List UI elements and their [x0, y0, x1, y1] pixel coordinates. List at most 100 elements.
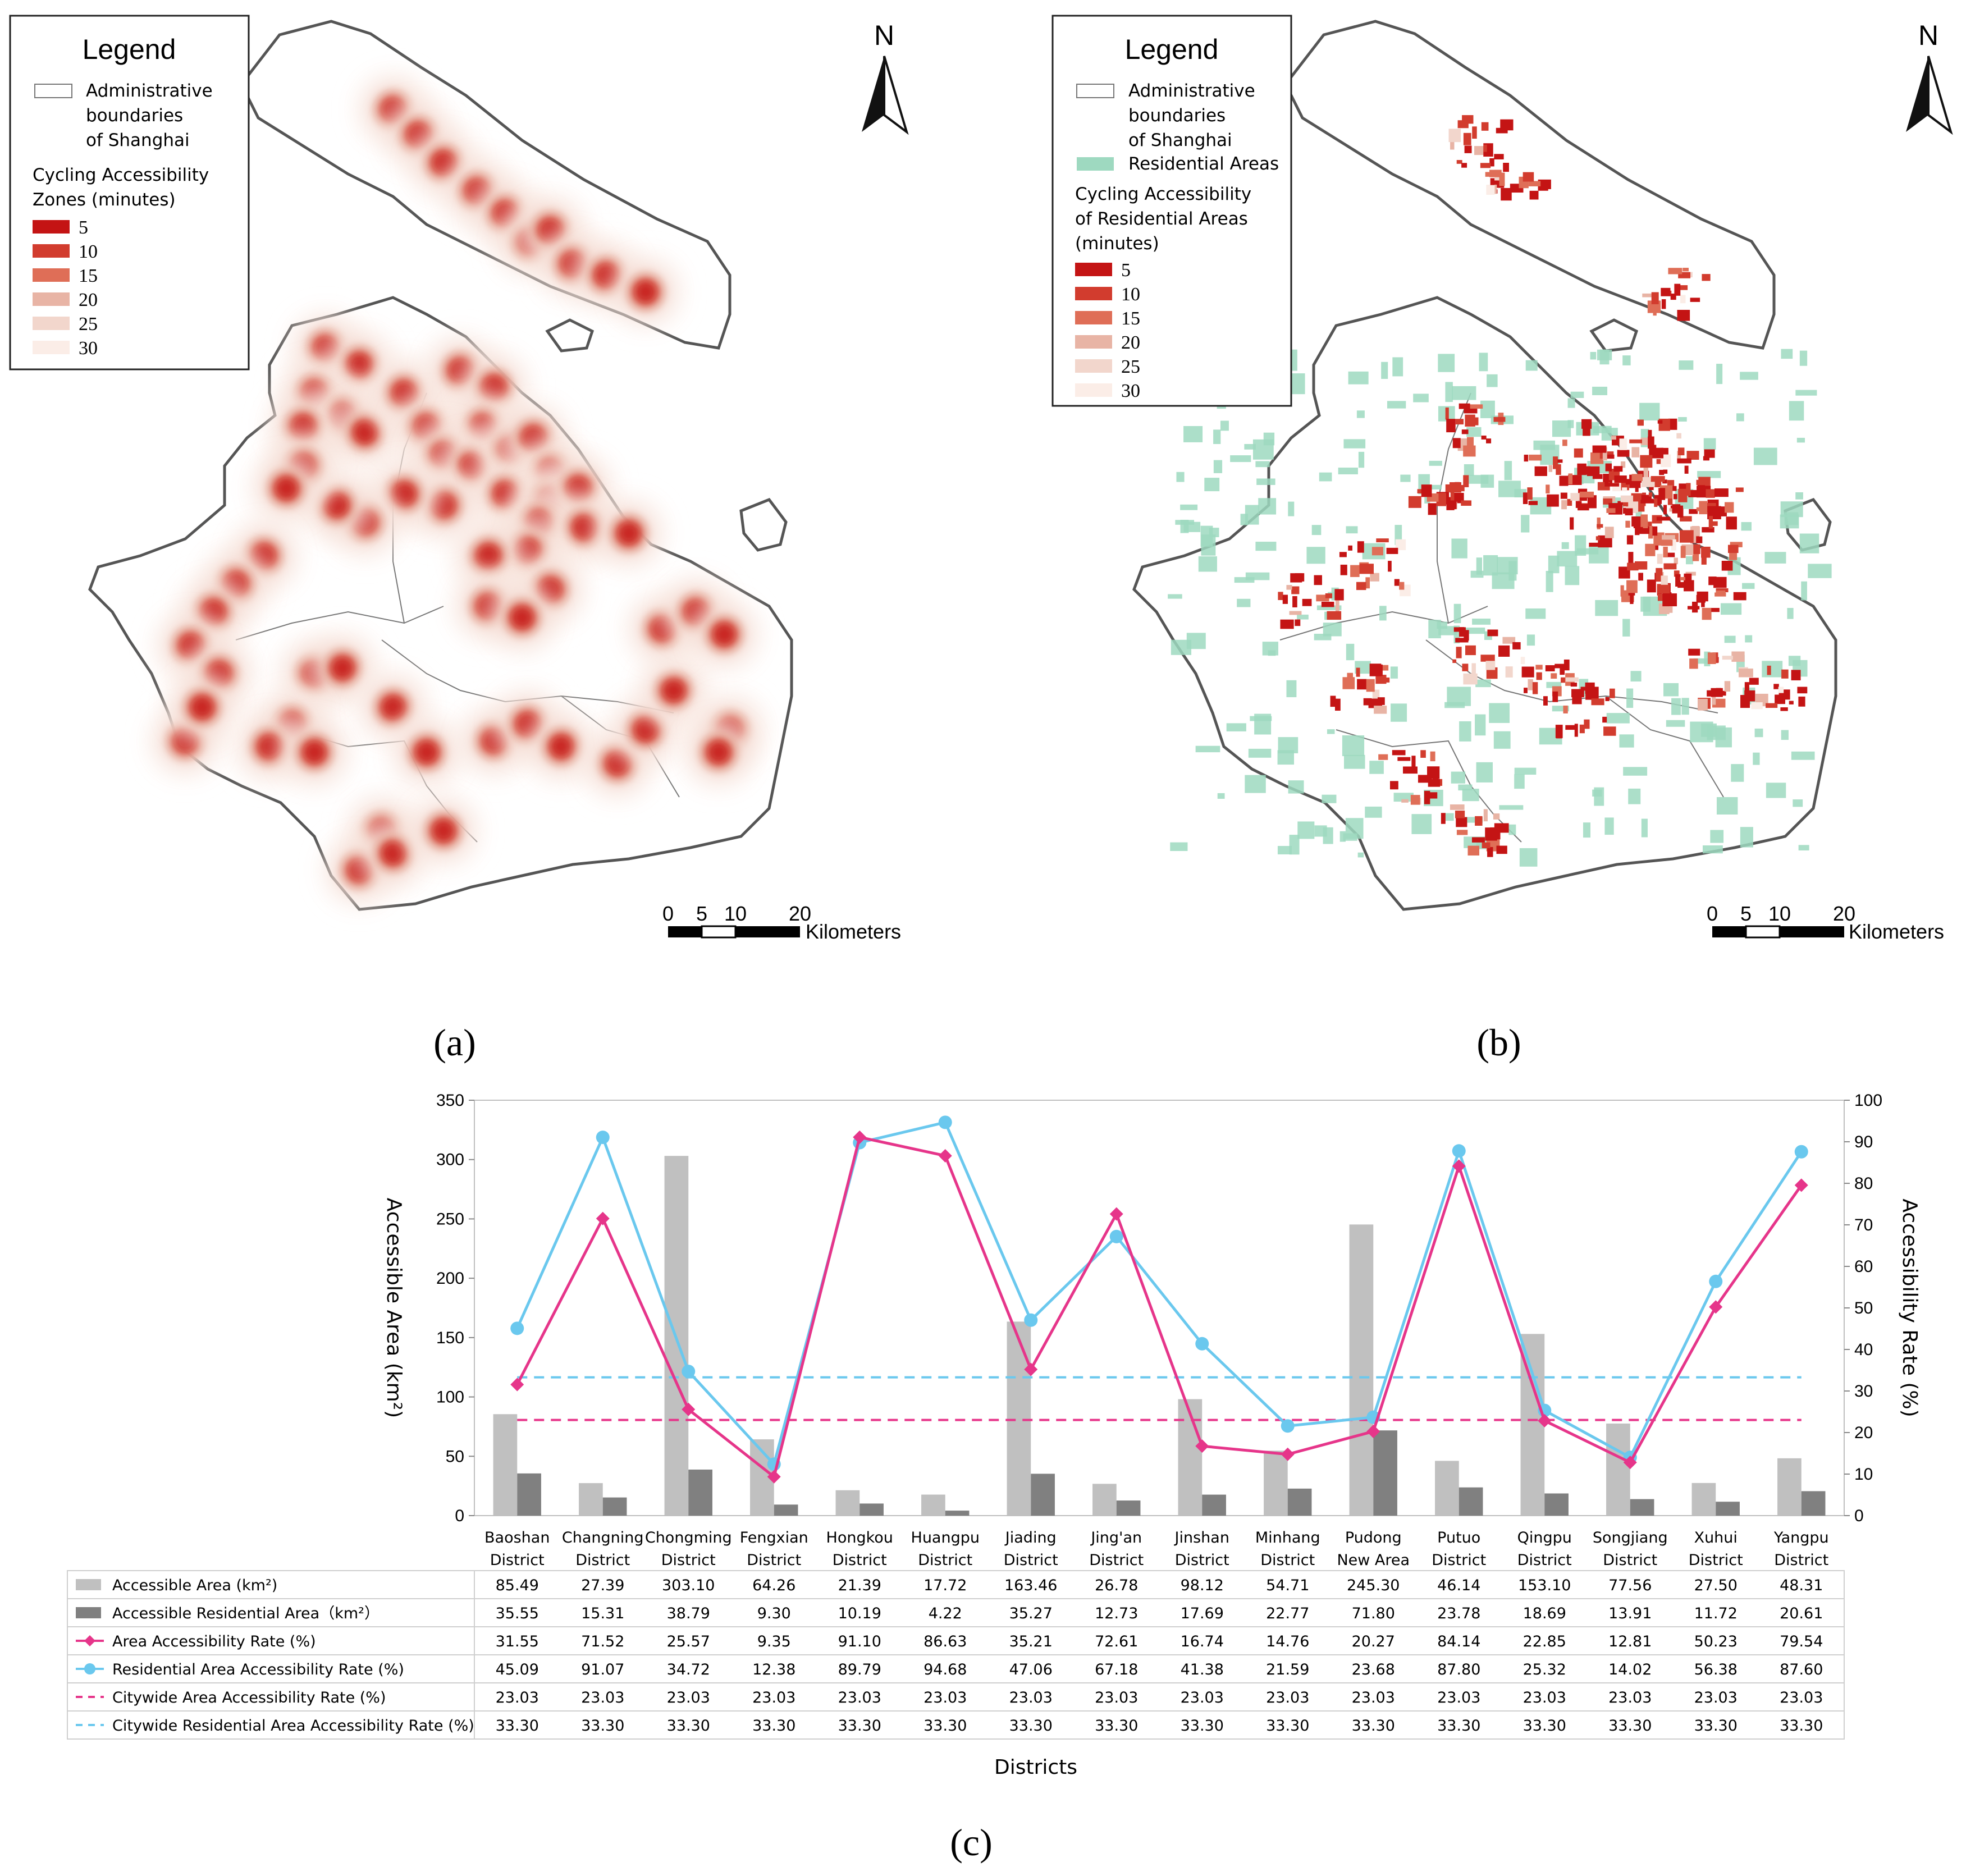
accessible-residential-patch: [1450, 490, 1455, 501]
accessible-residential-patch: [1403, 766, 1418, 774]
accessible-residential-patch: [1571, 689, 1584, 698]
residential-patch: [1168, 594, 1182, 599]
accessible-residential-patch: [1663, 505, 1667, 515]
residential-patch: [1592, 386, 1608, 395]
bar-accessible-residential-area: [1459, 1487, 1483, 1516]
residential-patch: [1444, 702, 1465, 708]
residential-patch: [1342, 735, 1365, 757]
bar-accessible-residential-area: [1287, 1488, 1312, 1516]
bar-accessible-residential-area: [1373, 1430, 1397, 1516]
residential-patch: [1338, 468, 1358, 474]
accessible-residential-patch: [1392, 750, 1406, 756]
right-axis-tick-label: 40: [1854, 1340, 1873, 1359]
area-rate-point: [1709, 1300, 1723, 1314]
residential-patch: [1226, 723, 1246, 731]
accessible-residential-patch: [1611, 436, 1616, 440]
table-cell-value: 23.68: [1352, 1661, 1395, 1678]
legend-class-swatch: [1075, 335, 1112, 349]
scale-b-tick-0: 0: [1707, 902, 1718, 925]
table-cell-value: 12.73: [1095, 1605, 1138, 1622]
residential-patch: [1452, 386, 1476, 400]
category-label-line2: District: [575, 1552, 630, 1569]
residential-patch: [1278, 737, 1299, 753]
bar-accessible-area: [1007, 1321, 1031, 1516]
table-cell-value: 26.78: [1095, 1577, 1138, 1594]
accessibility-zone-blob: [597, 266, 615, 284]
table-cell-value: 33.30: [1009, 1717, 1053, 1735]
accessible-residential-patch: [1545, 665, 1555, 671]
legend-class-swatch: [33, 268, 70, 282]
legend-a-zones-title-line2: Zones (minutes): [33, 190, 176, 210]
legend-a-title: Legend: [83, 34, 176, 65]
north-arrow-a-right: [883, 56, 909, 135]
accessible-residential-patch: [1668, 268, 1682, 274]
legend-b-zones-title-line1: Cycling Accessibility: [1075, 184, 1251, 204]
area-rate-line: [516, 1135, 1803, 1480]
legend-class-swatch: [1075, 383, 1112, 397]
accessible-residential-patch: [1691, 544, 1700, 555]
accessible-residential-patch: [1556, 732, 1562, 739]
residential-patch: [1327, 729, 1335, 734]
accessible-residential-patch: [1684, 465, 1689, 474]
accessible-residential-patch: [1707, 652, 1716, 664]
accessible-residential-patch: [1702, 527, 1714, 533]
residential-patch: [1716, 364, 1723, 385]
residential-patch: [1438, 354, 1455, 372]
accessible-residential-patch: [1628, 552, 1634, 564]
residential-patch: [1639, 402, 1660, 421]
accessible-residential-patch: [1359, 564, 1374, 574]
accessible-residential-patch: [1684, 580, 1694, 592]
table-cell-value: 35.27: [1009, 1605, 1053, 1622]
table-cell-value: 89.79: [838, 1661, 881, 1678]
accessible-residential-patch: [1613, 466, 1623, 472]
residential-patch: [1789, 401, 1804, 421]
accessible-residential-patch: [1650, 476, 1665, 482]
accessibility-zone-blob: [333, 659, 351, 677]
accessible-residential-patch: [1528, 501, 1538, 505]
accessible-residential-patch: [1292, 596, 1297, 608]
accessible-residential-patch: [1490, 178, 1495, 185]
accessible-residential-patch: [1534, 466, 1547, 477]
residential-patch: [1592, 789, 1602, 797]
residential-patch: [1180, 504, 1198, 510]
table-cell-value: 25.32: [1523, 1661, 1566, 1678]
category-label-line1: Jing'an: [1090, 1529, 1142, 1546]
table-cell-value: 33.30: [1523, 1717, 1566, 1735]
residential-patch: [1525, 360, 1538, 371]
accessible-residential-patch: [1677, 508, 1684, 518]
legend-b: Legend Administrative boundaries of Shan…: [1051, 15, 1292, 407]
accessible-residential-patch: [1399, 582, 1405, 590]
area-rate-point: [1281, 1447, 1295, 1461]
residential-patch: [1213, 460, 1223, 473]
category-label-line1: Minhang: [1255, 1529, 1320, 1546]
residential-patch: [1740, 827, 1753, 848]
legend-b-boundary-line1: Administrative: [1128, 81, 1255, 101]
residential-patch: [1387, 401, 1406, 409]
accessible-residential-patch: [1410, 795, 1420, 805]
residential-patch: [1630, 671, 1642, 682]
accessible-residential-patch: [1501, 187, 1512, 201]
accessible-residential-patch: [1561, 500, 1567, 510]
bar-accessible-residential-area: [1031, 1474, 1055, 1516]
residential-patch: [1686, 556, 1693, 565]
table-legend-key-bar: [76, 1579, 101, 1590]
table-cell-value: 15.31: [581, 1605, 624, 1622]
residential-patch: [1277, 846, 1292, 855]
residential-patch: [1268, 650, 1276, 656]
accessible-residential-patch: [1686, 483, 1691, 496]
accessible-residential-patch: [1424, 790, 1430, 804]
residential-accessibility-patches: [1168, 115, 1832, 867]
accessible-residential-patch: [1733, 592, 1746, 601]
accessible-residential-patch: [1767, 665, 1771, 675]
residential-patch: [1346, 526, 1358, 534]
accessibility-zone-blob: [356, 423, 374, 441]
accessible-residential-patch: [1503, 163, 1509, 172]
accessible-residential-patch: [1726, 516, 1737, 530]
residential-rate-point: [938, 1115, 952, 1129]
area-rate-point: [596, 1211, 610, 1225]
accessible-residential-patch: [1376, 538, 1389, 543]
residential-patch: [1195, 745, 1220, 753]
legend-class-swatch: [33, 220, 70, 234]
accessible-residential-patch: [1286, 585, 1292, 590]
accessible-residential-patch: [1548, 465, 1553, 472]
